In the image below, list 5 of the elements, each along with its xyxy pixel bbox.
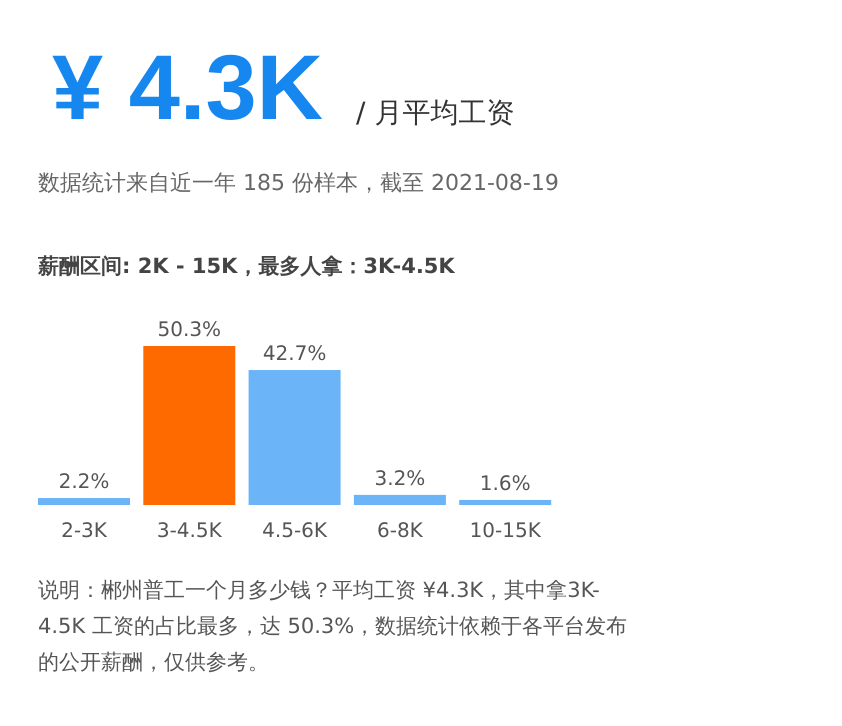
title: ¥ 4.3K [52, 42, 324, 134]
annotation: 薪酬区间: 2K - 15K，最多人拿：3K-4.5K [38, 253, 455, 280]
subtitle: / 月平均工资 [356, 95, 514, 131]
annotation: 数据统计来自近一年 185 份样本，截至 2021-08-19 [38, 170, 559, 198]
annotation: 说明：郴州普工一个月多少钱？平均工资 ¥4.3K，其中拿3K-4.5K 工资的占比最多，达 50.3%，数据统计依赖于各平台发布的公开薪酬，仅供参考。 [38, 577, 628, 676]
